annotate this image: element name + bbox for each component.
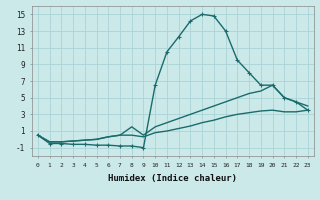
X-axis label: Humidex (Indice chaleur): Humidex (Indice chaleur) bbox=[108, 174, 237, 183]
